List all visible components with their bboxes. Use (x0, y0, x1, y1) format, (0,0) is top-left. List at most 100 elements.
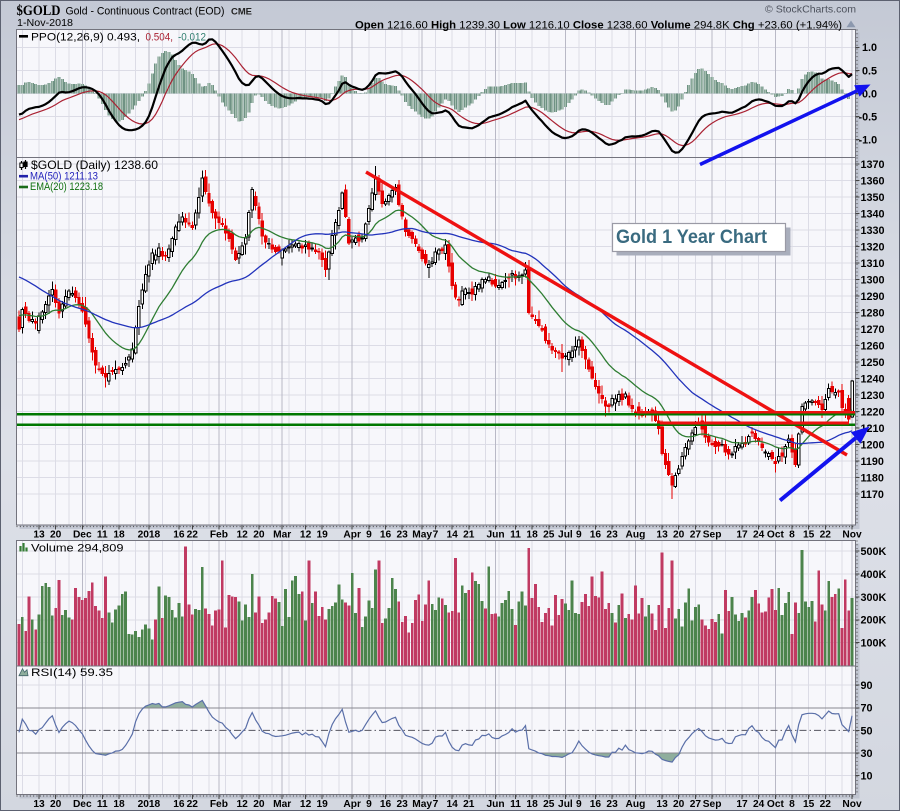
svg-text:16: 16 (380, 799, 392, 810)
svg-text:16: 16 (173, 530, 185, 541)
svg-text:Gold 1 Year Chart: Gold 1 Year Chart (616, 227, 768, 248)
svg-text:11: 11 (510, 799, 521, 810)
svg-text:20: 20 (673, 799, 685, 810)
svg-text:-0.5: -0.5 (859, 112, 878, 124)
svg-text:70: 70 (861, 703, 873, 715)
svg-text:Oct: Oct (767, 799, 785, 810)
svg-text:Open 1216.60 High 1239.30 Low: Open 1216.60 High 1239.30 Low 1216.10 Cl… (355, 20, 842, 32)
svg-text:7: 7 (433, 799, 439, 810)
svg-text:22: 22 (187, 799, 199, 810)
svg-text:27: 27 (690, 799, 702, 810)
svg-text:20: 20 (50, 799, 62, 810)
svg-text:10: 10 (861, 771, 873, 783)
svg-text:12: 12 (237, 799, 249, 810)
svg-text:1300: 1300 (861, 275, 885, 287)
svg-text:Sep: Sep (703, 799, 722, 810)
svg-text:27: 27 (690, 530, 702, 541)
svg-text:1260: 1260 (861, 341, 885, 353)
svg-text:1-Nov-2018: 1-Nov-2018 (17, 17, 73, 29)
svg-text:MA(50) 1211.13: MA(50) 1211.13 (30, 170, 98, 182)
svg-text:15: 15 (803, 799, 815, 810)
svg-text:8: 8 (789, 530, 795, 541)
svg-text:1360: 1360 (861, 176, 885, 188)
svg-text:2018: 2018 (138, 530, 161, 541)
svg-text:PPO(12,26,9) 0.493,: PPO(12,26,9) 0.493, (31, 31, 140, 43)
svg-text:1320: 1320 (861, 242, 885, 254)
svg-text:25: 25 (543, 799, 555, 810)
svg-text:1200: 1200 (861, 440, 885, 452)
svg-text:12: 12 (300, 799, 312, 810)
svg-text:20: 20 (50, 530, 62, 541)
svg-text:90: 90 (861, 680, 873, 692)
svg-text:18: 18 (113, 799, 125, 810)
svg-text:2018: 2018 (138, 799, 161, 810)
svg-text:Apr: Apr (343, 530, 361, 541)
svg-text:13: 13 (656, 530, 668, 541)
svg-text:1180: 1180 (861, 473, 884, 485)
svg-text:13: 13 (33, 530, 45, 541)
svg-text:Apr: Apr (343, 799, 361, 810)
svg-text:14: 14 (447, 530, 459, 541)
svg-text:25: 25 (543, 530, 555, 541)
svg-text:1270: 1270 (861, 324, 885, 336)
svg-text:Aug: Aug (625, 530, 645, 541)
svg-text:23: 23 (606, 799, 618, 810)
svg-text:7: 7 (433, 530, 439, 541)
svg-text:300K: 300K (861, 592, 887, 604)
svg-text:0.5: 0.5 (862, 65, 877, 77)
svg-text:Feb: Feb (210, 799, 228, 810)
svg-text:16: 16 (590, 530, 602, 541)
svg-text:11: 11 (510, 530, 521, 541)
svg-text:23: 23 (606, 530, 618, 541)
svg-text:-1.0: -1.0 (859, 135, 878, 147)
svg-text:Volume 294,809: Volume 294,809 (31, 543, 124, 555)
svg-text:CME: CME (231, 6, 252, 17)
svg-text:$GOLD: $GOLD (17, 3, 61, 19)
svg-text:11: 11 (97, 530, 108, 541)
svg-text:20: 20 (673, 530, 685, 541)
svg-text:$GOLD (Daily) 1238.60: $GOLD (Daily) 1238.60 (31, 158, 158, 172)
svg-text:400K: 400K (861, 569, 887, 581)
svg-text:18: 18 (526, 530, 538, 541)
svg-text:9: 9 (366, 799, 372, 810)
svg-text:Feb: Feb (210, 530, 228, 541)
svg-text:1370: 1370 (861, 159, 885, 171)
svg-text:Aug: Aug (625, 799, 645, 810)
svg-text:14: 14 (447, 799, 459, 810)
svg-text:22: 22 (820, 530, 832, 541)
svg-text:18: 18 (526, 799, 538, 810)
svg-text:18: 18 (113, 530, 125, 541)
svg-text:1290: 1290 (861, 291, 885, 303)
svg-text:20: 20 (253, 799, 265, 810)
svg-text:Jun: Jun (486, 799, 504, 810)
svg-text:17: 17 (736, 799, 748, 810)
svg-text:Nov: Nov (842, 530, 862, 541)
svg-text:17: 17 (736, 530, 748, 541)
svg-text:EMA(20) 1223.18: EMA(20) 1223.18 (30, 181, 103, 193)
svg-text:9: 9 (576, 799, 582, 810)
svg-text:13: 13 (656, 799, 668, 810)
svg-text:© StockCharts.com: © StockCharts.com (765, 3, 856, 15)
svg-text:0.0: 0.0 (862, 88, 877, 100)
svg-text:Dec: Dec (73, 799, 92, 810)
svg-text:19: 19 (317, 799, 329, 810)
svg-text:8: 8 (789, 799, 795, 810)
svg-text:1190: 1190 (861, 456, 884, 468)
svg-text:1340: 1340 (861, 209, 885, 221)
svg-text:21: 21 (463, 799, 475, 810)
svg-text:21: 21 (463, 530, 475, 541)
svg-text:1330: 1330 (861, 225, 885, 237)
svg-text:20: 20 (253, 530, 265, 541)
svg-text:500K: 500K (861, 546, 887, 558)
svg-text:1220: 1220 (861, 407, 885, 419)
svg-text:RSI(14) 59.35: RSI(14) 59.35 (31, 667, 113, 679)
svg-text:12: 12 (237, 530, 249, 541)
svg-text:19: 19 (317, 530, 329, 541)
svg-text:1280: 1280 (861, 308, 885, 320)
svg-text:1350: 1350 (861, 192, 885, 204)
svg-text:Sep: Sep (703, 530, 722, 541)
svg-text:May: May (412, 799, 432, 810)
svg-text:1230: 1230 (861, 390, 885, 402)
svg-text:9: 9 (366, 530, 372, 541)
svg-text:23: 23 (397, 799, 409, 810)
